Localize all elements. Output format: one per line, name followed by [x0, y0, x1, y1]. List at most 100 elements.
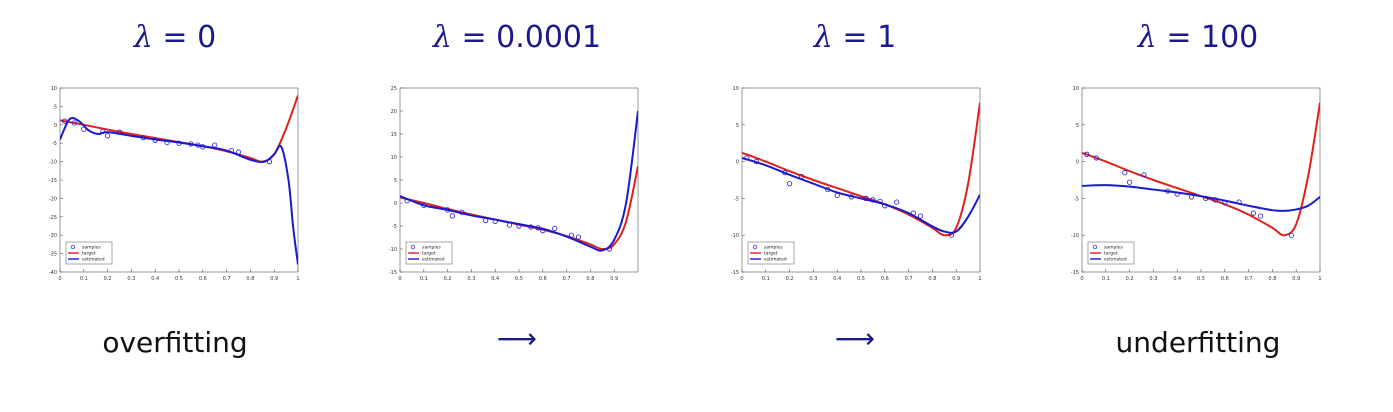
x-tick-label: 0.9: [952, 276, 960, 282]
legend-label: samples: [422, 245, 441, 251]
sample-point: [1212, 197, 1218, 203]
x-tick-label: 1: [1318, 276, 1321, 282]
sample-point: [1288, 232, 1295, 238]
caption-underfitting: underfitting: [1115, 326, 1281, 359]
sample-point: [528, 224, 534, 230]
x-tick-label: 0.4: [1173, 276, 1181, 282]
x-tick-label: 0.7: [563, 276, 571, 282]
chart-panel-1: 10 5 0 -5 -10 -15 -20 -25 -30 -35 -40 0 0.1 0.2 0.3 0.4…: [42, 82, 322, 292]
sample-point: [863, 195, 869, 202]
legend-label: target: [82, 251, 96, 257]
sample-point: [164, 139, 170, 146]
sample-point: [575, 234, 582, 240]
x-tick-label: 1: [296, 276, 299, 282]
sample-point: [449, 213, 455, 219]
sample-point: [1257, 213, 1264, 219]
x-tick-label: 0.7: [905, 276, 913, 282]
y-tick-label: -20: [49, 196, 57, 202]
y-tick-label: -15: [731, 270, 739, 276]
sample-point: [176, 140, 182, 146]
y-tick-label: 10: [733, 86, 739, 92]
sample-point: [1203, 195, 1209, 202]
arrow-right-icon: ⟶: [834, 322, 876, 355]
x-tick-label: 0.6: [539, 276, 547, 282]
target-curve: [1082, 102, 1320, 237]
sample-point: [825, 186, 831, 193]
sample-point: [1126, 179, 1133, 185]
sample-point: [568, 232, 574, 238]
sample-point: [786, 181, 793, 187]
x-tick-label: 0.8: [246, 276, 254, 282]
y-tick-label: -5: [392, 224, 397, 230]
sample-point: [1122, 170, 1128, 176]
sample-point: [516, 223, 522, 229]
sample-point: [1141, 172, 1147, 178]
sample-point: [1093, 155, 1099, 161]
y-tick-label: 0: [54, 123, 57, 129]
sample-point: [506, 222, 513, 228]
sample-point: [459, 209, 465, 215]
sample-point: [1222, 200, 1228, 206]
x-tick-label: 0: [740, 276, 743, 282]
y-tick-label: -40: [49, 270, 57, 276]
sample-point: [81, 126, 87, 132]
x-tick-label: 0.1: [420, 276, 428, 282]
y-tick-label: 10: [51, 86, 57, 92]
y-tick-label: 20: [391, 109, 397, 115]
sample-point: [266, 159, 273, 165]
x-tick-label: 0.8: [928, 276, 936, 282]
legend-samples-marker: [70, 244, 76, 250]
sample-point: [552, 225, 558, 231]
sample-point: [140, 135, 146, 141]
x-tick-label: 0.4: [491, 276, 499, 282]
x-tick-label: 0.8: [586, 276, 594, 282]
sample-point: [744, 155, 750, 161]
x-tick-label: 0.4: [833, 276, 841, 282]
legend-samples-marker: [410, 244, 416, 250]
y-tick-label: 15: [391, 132, 397, 138]
sample-point: [1250, 210, 1256, 216]
estimated-curve: [1082, 184, 1320, 212]
y-tick-label: -25: [49, 215, 57, 221]
x-tick-label: 0.9: [610, 276, 618, 282]
legend-label: estimated: [422, 257, 445, 263]
sample-point: [877, 198, 883, 204]
sample-point: [71, 120, 77, 126]
sample-point: [782, 170, 788, 176]
y-tick-label: -10: [731, 233, 739, 239]
sample-point: [212, 142, 218, 148]
sample-point: [404, 198, 410, 204]
panel-title-4: λ = 100: [1137, 20, 1259, 55]
sample-point: [100, 128, 106, 135]
estimated-curve: [60, 117, 298, 265]
x-tick-label: 0.8: [1268, 276, 1276, 282]
x-tick-label: 0.3: [127, 276, 135, 282]
y-tick-label: -10: [389, 247, 397, 253]
y-tick-label: 10: [1073, 86, 1079, 92]
sample-point: [492, 218, 498, 224]
chart-panel-3: 10 5 0 -5 -10 -15 0 0.1 0.2 0.3 0.4 0.5 0.6 0.7 0.8 0.9…: [724, 82, 1004, 292]
sample-point: [1165, 188, 1171, 194]
y-tick-label: -10: [49, 160, 57, 166]
sample-point: [235, 149, 242, 155]
y-tick-label: 5: [736, 123, 739, 129]
y-tick-label: -15: [1071, 270, 1079, 276]
sample-point: [104, 133, 111, 139]
legend-label: target: [1104, 251, 1118, 257]
sample-point: [1084, 151, 1090, 157]
sample-point: [188, 141, 194, 147]
sample-point: [62, 118, 68, 124]
sample-point: [870, 197, 876, 203]
y-tick-label: 5: [54, 104, 57, 110]
legend-samples-marker: [1092, 244, 1098, 250]
arrow-right-icon: ⟶: [496, 322, 538, 355]
target-curve: [60, 95, 298, 163]
legend-label: samples: [764, 245, 783, 251]
x-tick-label: 0.9: [1292, 276, 1300, 282]
x-tick-label: 0: [398, 276, 401, 282]
x-tick-label: 0.5: [175, 276, 183, 282]
sample-point: [606, 246, 613, 252]
